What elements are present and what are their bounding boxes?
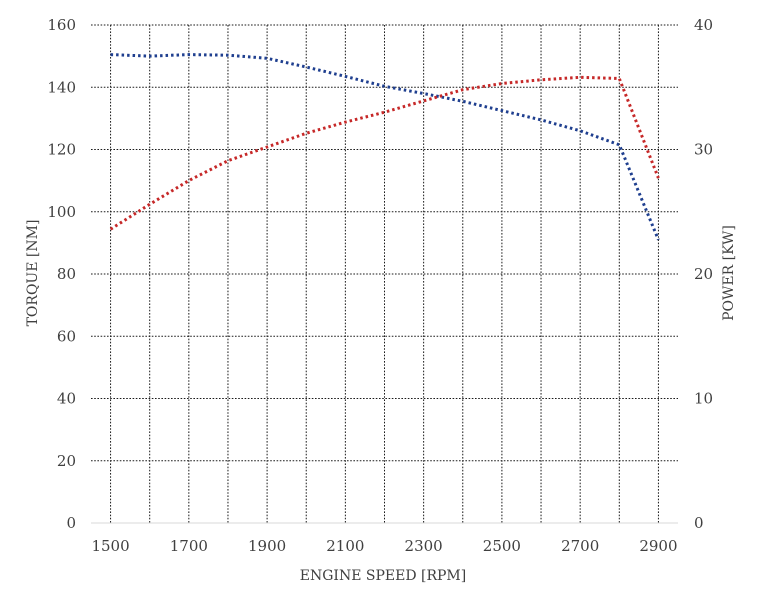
y-left-tick-label: 120 [47, 141, 76, 159]
x-tick-label: 2700 [561, 537, 599, 555]
y-right-tick-label: 10 [694, 390, 713, 408]
y-right-tick-label: 30 [694, 141, 713, 159]
grid-layer [91, 24, 678, 523]
label-layer: ENGINE SPEED [RPM] TORQUE [NM] POWER [KW… [25, 220, 737, 584]
y-axis-right-title: POWER [KW] [721, 225, 737, 321]
x-tick-label: 2300 [405, 537, 443, 555]
y-left-tick-label: 140 [47, 78, 76, 96]
y-left-tick-label: 40 [57, 390, 76, 408]
x-tick-label: 2900 [639, 537, 677, 555]
y-left-tick-label: 20 [57, 452, 76, 470]
y-left-tick-label: 0 [66, 514, 76, 532]
y-right-tick-label: 0 [694, 514, 704, 532]
y-left-tick-label: 60 [57, 327, 76, 345]
series-layer [109, 53, 660, 241]
y-left-tick-label: 100 [47, 203, 76, 221]
y-axis-left-title: TORQUE [NM] [25, 220, 41, 327]
x-tick-label: 1900 [248, 537, 286, 555]
y-left-tick-label: 80 [57, 265, 76, 283]
x-axis-title: ENGINE SPEED [RPM] [300, 568, 466, 584]
power-series-line [109, 75, 660, 231]
x-tick-label: 1700 [170, 537, 208, 555]
y-right-tick-label: 40 [694, 16, 713, 34]
x-tick-label: 1500 [91, 537, 129, 555]
torque-series-line [110, 53, 660, 241]
y-right-tick-label: 20 [694, 265, 713, 283]
x-tick-label: 2500 [483, 537, 521, 555]
y-left-tick-label: 160 [47, 16, 76, 34]
x-tick-label: 2100 [326, 537, 364, 555]
